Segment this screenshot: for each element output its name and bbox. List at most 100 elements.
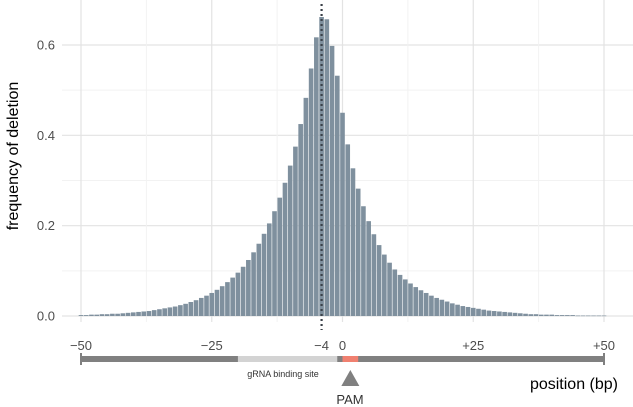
bar — [193, 300, 199, 316]
x-tick-label: −50 — [70, 338, 92, 353]
bar — [601, 315, 607, 317]
y-axis-title: frequency of deletion — [5, 82, 22, 231]
bar — [486, 310, 492, 316]
bar — [439, 299, 445, 316]
bar — [481, 309, 487, 316]
bar — [402, 279, 408, 316]
bar — [83, 315, 89, 316]
bar — [230, 277, 235, 316]
bar — [256, 243, 262, 316]
bar — [533, 314, 539, 316]
x-tick-labels: −50 −25 −4 0 +25 +50 — [70, 338, 615, 353]
bar — [282, 182, 288, 316]
bar — [491, 311, 497, 316]
x-tick-label: −25 — [201, 338, 223, 353]
bar — [507, 312, 513, 316]
bar — [329, 45, 335, 317]
bar — [141, 311, 147, 316]
bar — [225, 282, 230, 316]
bar — [565, 315, 570, 316]
bar — [538, 314, 544, 316]
bar — [376, 245, 382, 316]
bar — [136, 311, 141, 316]
y-tick-label: 0.2 — [37, 218, 55, 233]
bar — [235, 272, 241, 316]
bar — [345, 144, 351, 316]
bar — [434, 297, 439, 316]
grna-binding-site-label: gRNA binding site — [247, 369, 319, 379]
bar — [94, 314, 100, 316]
pam-label: PAM — [336, 392, 363, 407]
bar — [470, 307, 476, 316]
bar — [575, 315, 581, 317]
bar-series — [78, 16, 607, 317]
bar — [418, 290, 424, 316]
bar — [261, 233, 267, 316]
bar — [465, 306, 471, 316]
y-tick-label: 0.4 — [37, 128, 55, 143]
bar — [104, 314, 110, 316]
bar — [340, 112, 345, 316]
bar — [408, 283, 413, 316]
x-tick-label: +25 — [462, 338, 484, 353]
bar — [110, 313, 115, 316]
bar — [523, 313, 528, 316]
bar — [554, 315, 560, 316]
bar — [366, 221, 371, 316]
bar — [334, 75, 340, 316]
bar — [120, 313, 126, 316]
bar — [246, 259, 251, 316]
bar — [528, 314, 534, 316]
bar — [214, 289, 220, 316]
bar — [188, 301, 194, 316]
bar — [251, 252, 256, 316]
bar — [287, 165, 293, 316]
bar — [549, 314, 555, 316]
bar — [167, 307, 173, 316]
y-tick-label: 0.0 — [37, 309, 55, 324]
bar — [355, 188, 361, 316]
bar — [460, 306, 466, 316]
pam-arrow-icon — [341, 370, 360, 386]
x-axis-title: position (bp) — [530, 376, 618, 393]
bar — [371, 234, 377, 316]
bar — [204, 295, 209, 316]
bar — [146, 311, 152, 316]
bar — [444, 301, 450, 316]
bar — [219, 286, 225, 316]
bar — [209, 292, 215, 316]
bar — [497, 311, 502, 316]
bar — [266, 223, 272, 316]
bar — [115, 313, 120, 316]
bar — [518, 313, 523, 316]
sequence-track — [80, 353, 605, 386]
y-tick-labels: 0.0 0.2 0.4 0.6 — [37, 38, 55, 324]
bar — [319, 16, 324, 316]
bar — [303, 97, 309, 316]
x-tick-label: +50 — [593, 338, 615, 353]
bar — [429, 295, 434, 316]
bar — [361, 206, 366, 316]
bar — [89, 314, 94, 316]
bar — [183, 303, 188, 316]
bar — [324, 19, 330, 316]
bar — [130, 312, 136, 316]
bar — [455, 304, 460, 316]
bar — [178, 305, 183, 316]
bar — [423, 292, 429, 316]
bar — [382, 254, 387, 316]
bar — [585, 315, 591, 317]
bar — [157, 309, 162, 316]
bar — [413, 287, 419, 316]
bar — [125, 312, 131, 316]
bar — [392, 269, 398, 316]
bar — [570, 315, 575, 316]
bar — [293, 146, 298, 316]
bar — [512, 312, 518, 316]
bar — [387, 262, 392, 316]
bar — [308, 68, 314, 316]
bar — [272, 211, 277, 316]
bar — [162, 308, 167, 316]
y-tick-label: 0.6 — [37, 38, 55, 53]
